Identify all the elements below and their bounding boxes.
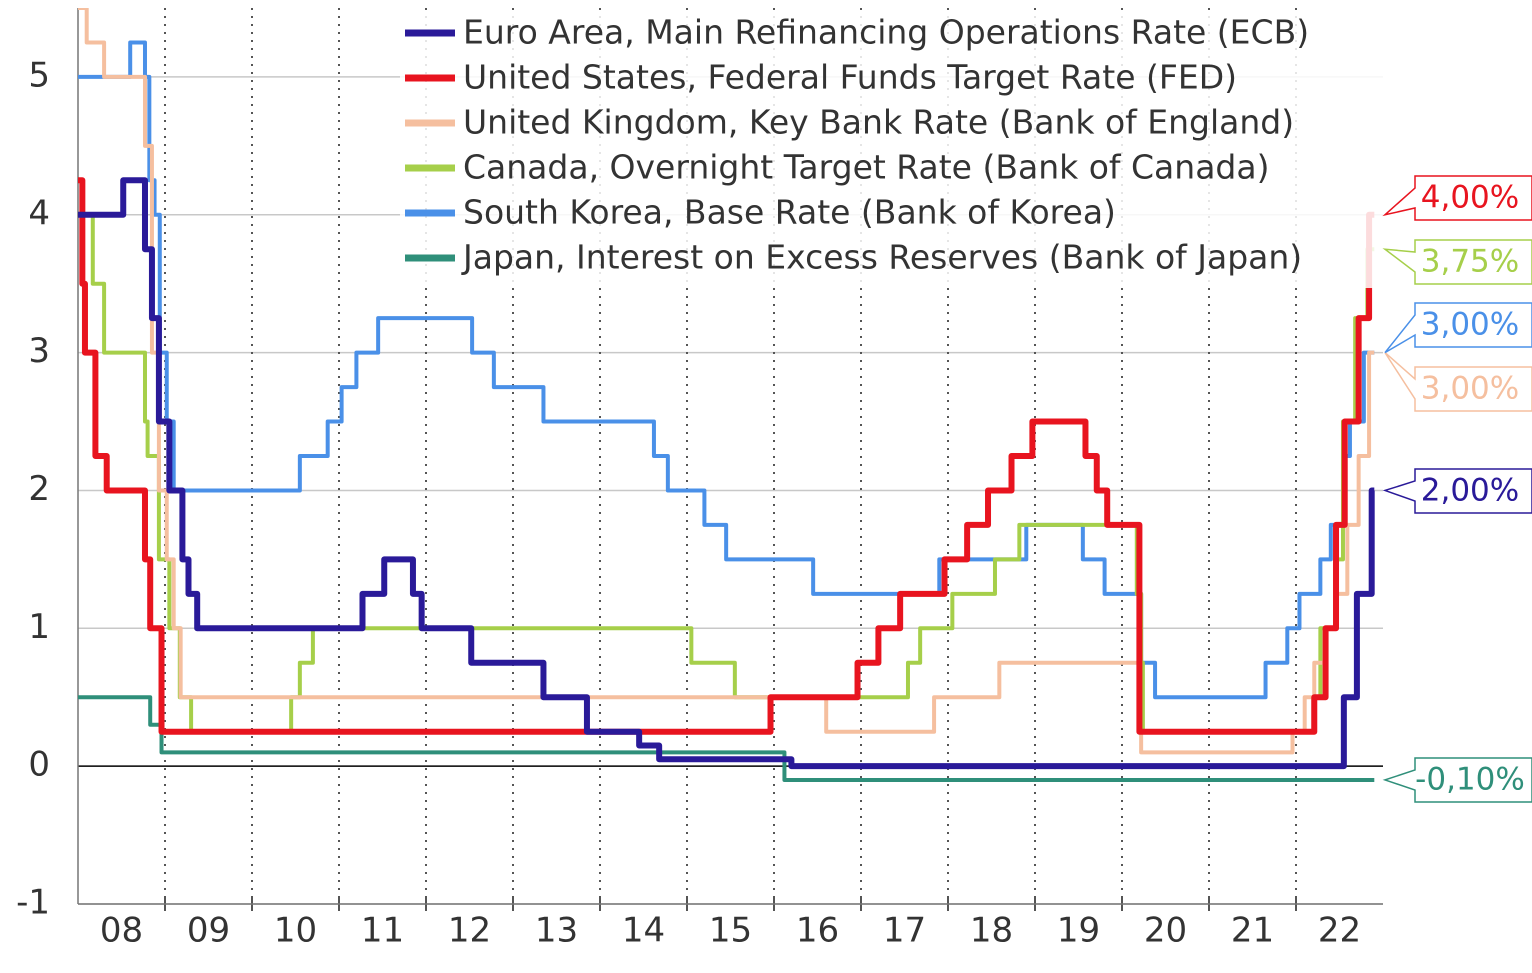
y-tick-label: 1 xyxy=(28,607,50,647)
series-line xyxy=(78,695,1375,782)
x-tick-label: 15 xyxy=(709,911,752,951)
legend-label: Euro Area, Main Refinancing Operations R… xyxy=(463,13,1309,52)
x-tick-label: 16 xyxy=(796,911,839,951)
series-line xyxy=(78,40,1375,700)
legend-label: United States, Federal Funds Target Rate… xyxy=(463,58,1237,97)
y-tick-label: 5 xyxy=(28,55,50,95)
end-label-box xyxy=(1384,352,1532,412)
end-label-box xyxy=(1382,468,1532,514)
y-tick-label: 2 xyxy=(28,469,50,509)
x-tick-label: 13 xyxy=(535,911,578,951)
legend-background xyxy=(400,10,1385,288)
x-tick-label: 10 xyxy=(274,911,317,951)
x-tick-label: 12 xyxy=(448,911,491,951)
end-label: 4,00% xyxy=(1421,180,1519,216)
legend-label: Canada, Overnight Target Rate (Bank of C… xyxy=(463,148,1269,187)
y-tick-label: 4 xyxy=(28,193,50,233)
x-tick-label: 22 xyxy=(1318,911,1361,951)
legend-label: United Kingdom, Key Bank Rate (Bank of E… xyxy=(463,103,1294,142)
end-label: 3,00% xyxy=(1421,307,1519,343)
x-tick-label: 09 xyxy=(187,911,230,951)
end-label-box xyxy=(1382,757,1532,803)
end-label: -0,10% xyxy=(1415,762,1525,798)
legend-label: Japan, Interest on Excess Reserves (Bank… xyxy=(461,238,1302,277)
end-label-box xyxy=(1382,239,1532,285)
y-tick-label: -1 xyxy=(16,883,50,923)
end-label: 3,75% xyxy=(1421,244,1519,280)
end-label: 2,00% xyxy=(1421,473,1519,509)
lines xyxy=(78,8,1375,782)
x-tick-label: 21 xyxy=(1231,911,1274,951)
x-tick-label: 19 xyxy=(1057,911,1100,951)
x-tick-label: 18 xyxy=(970,911,1013,951)
end-label-box xyxy=(1384,302,1532,354)
end-label-box xyxy=(1382,175,1532,221)
y-tick-label: 3 xyxy=(28,331,50,371)
series-line xyxy=(78,177,1375,770)
x-tick-label: 11 xyxy=(361,911,404,951)
x-tick-label: 20 xyxy=(1144,911,1187,951)
x-tick-label: 14 xyxy=(622,911,665,951)
y-tick-label: 0 xyxy=(28,745,50,785)
legend-label: South Korea, Base Rate (Bank of Korea) xyxy=(463,193,1116,232)
x-tick-label: 08 xyxy=(100,911,143,951)
series-line xyxy=(78,177,1375,735)
end-label: 3,00% xyxy=(1421,371,1519,407)
x-tick-label: 17 xyxy=(883,911,926,951)
